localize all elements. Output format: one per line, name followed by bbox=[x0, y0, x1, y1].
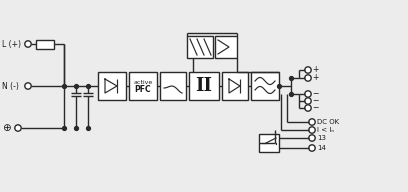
Bar bbox=[160, 72, 186, 100]
Bar bbox=[129, 72, 157, 100]
Text: L (+): L (+) bbox=[2, 40, 21, 49]
Text: −: − bbox=[312, 89, 318, 98]
Circle shape bbox=[15, 125, 21, 131]
Circle shape bbox=[305, 67, 311, 73]
Circle shape bbox=[25, 41, 31, 47]
Text: N (-): N (-) bbox=[2, 81, 19, 90]
Text: 13: 13 bbox=[317, 135, 326, 141]
Text: PFC: PFC bbox=[135, 85, 151, 94]
Circle shape bbox=[305, 98, 311, 104]
Circle shape bbox=[25, 83, 31, 89]
Circle shape bbox=[309, 127, 315, 133]
Text: active: active bbox=[133, 80, 153, 85]
Circle shape bbox=[309, 135, 315, 141]
Circle shape bbox=[305, 91, 311, 97]
Bar bbox=[215, 36, 237, 58]
Circle shape bbox=[305, 105, 311, 111]
Text: DC OK: DC OK bbox=[317, 119, 339, 125]
Circle shape bbox=[305, 75, 311, 81]
Bar bbox=[189, 72, 219, 100]
Bar bbox=[259, 134, 279, 152]
Text: +: + bbox=[312, 65, 318, 74]
Bar bbox=[187, 36, 213, 58]
Bar bbox=[36, 40, 54, 49]
Text: −: − bbox=[312, 97, 318, 105]
Bar bbox=[251, 72, 279, 100]
Text: I < Iₙ: I < Iₙ bbox=[317, 127, 334, 133]
Circle shape bbox=[309, 145, 315, 151]
Circle shape bbox=[309, 119, 315, 125]
Text: II: II bbox=[195, 77, 213, 95]
Text: +: + bbox=[312, 74, 318, 83]
Text: 14: 14 bbox=[317, 145, 326, 151]
Bar bbox=[222, 72, 248, 100]
Text: −: − bbox=[312, 103, 318, 113]
Bar bbox=[98, 72, 126, 100]
Text: ⊕: ⊕ bbox=[2, 123, 11, 133]
